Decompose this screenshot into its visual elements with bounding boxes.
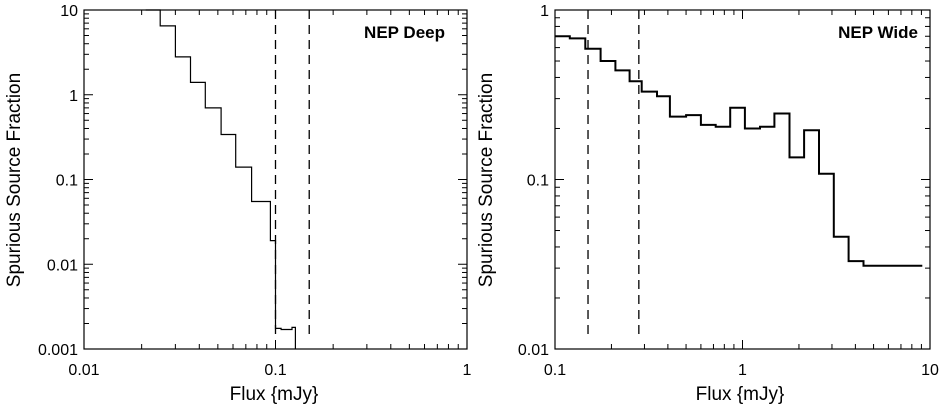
plot-frame [83, 9, 468, 350]
chart-title: NEP Wide [838, 23, 918, 42]
x-tick-label: 0.01 [68, 362, 99, 379]
chart-nep-wide: NEP Wide Flux {mJy} Spurious Source Frac… [476, 3, 939, 405]
chart-title: NEP Deep [364, 23, 445, 42]
y-axis-label: Spurious Source Fraction [4, 73, 25, 287]
x-tick-label: 1 [463, 362, 472, 379]
y-tick-label: 0.1 [527, 173, 549, 190]
y-tick-label: 0.01 [518, 342, 549, 359]
x-axis-label: Flux {mJy} [230, 384, 319, 405]
data-series-step [145, 9, 296, 349]
x-tick-label: 10 [921, 362, 939, 379]
plot-frame [554, 9, 931, 350]
plot-area: 0.1 1 10 0.01 0.1 1 [518, 3, 939, 379]
x-tick-label: 1 [738, 362, 747, 379]
chart-nep-deep: NEP Deep Flux {mJy} Spurious Source Frac… [4, 3, 472, 405]
y-tick-label: 0.1 [56, 173, 78, 190]
x-axis-label: Flux {mJy} [696, 384, 785, 405]
y-tick-label: 1 [540, 3, 549, 20]
data-series-step [555, 35, 923, 267]
y-tick-label: 10 [60, 3, 78, 20]
x-tick-label: 0.1 [264, 362, 286, 379]
x-tick-label: 0.1 [544, 362, 566, 379]
y-tick-label: 1 [69, 88, 78, 105]
plot-area: 0.01 0.1 1 0.001 0.01 0.1 1 10 [38, 3, 472, 379]
y-tick-label: 0.001 [38, 342, 78, 359]
y-tick-label: 0.01 [47, 257, 78, 274]
y-axis-label: Spurious Source Fraction [476, 73, 497, 287]
